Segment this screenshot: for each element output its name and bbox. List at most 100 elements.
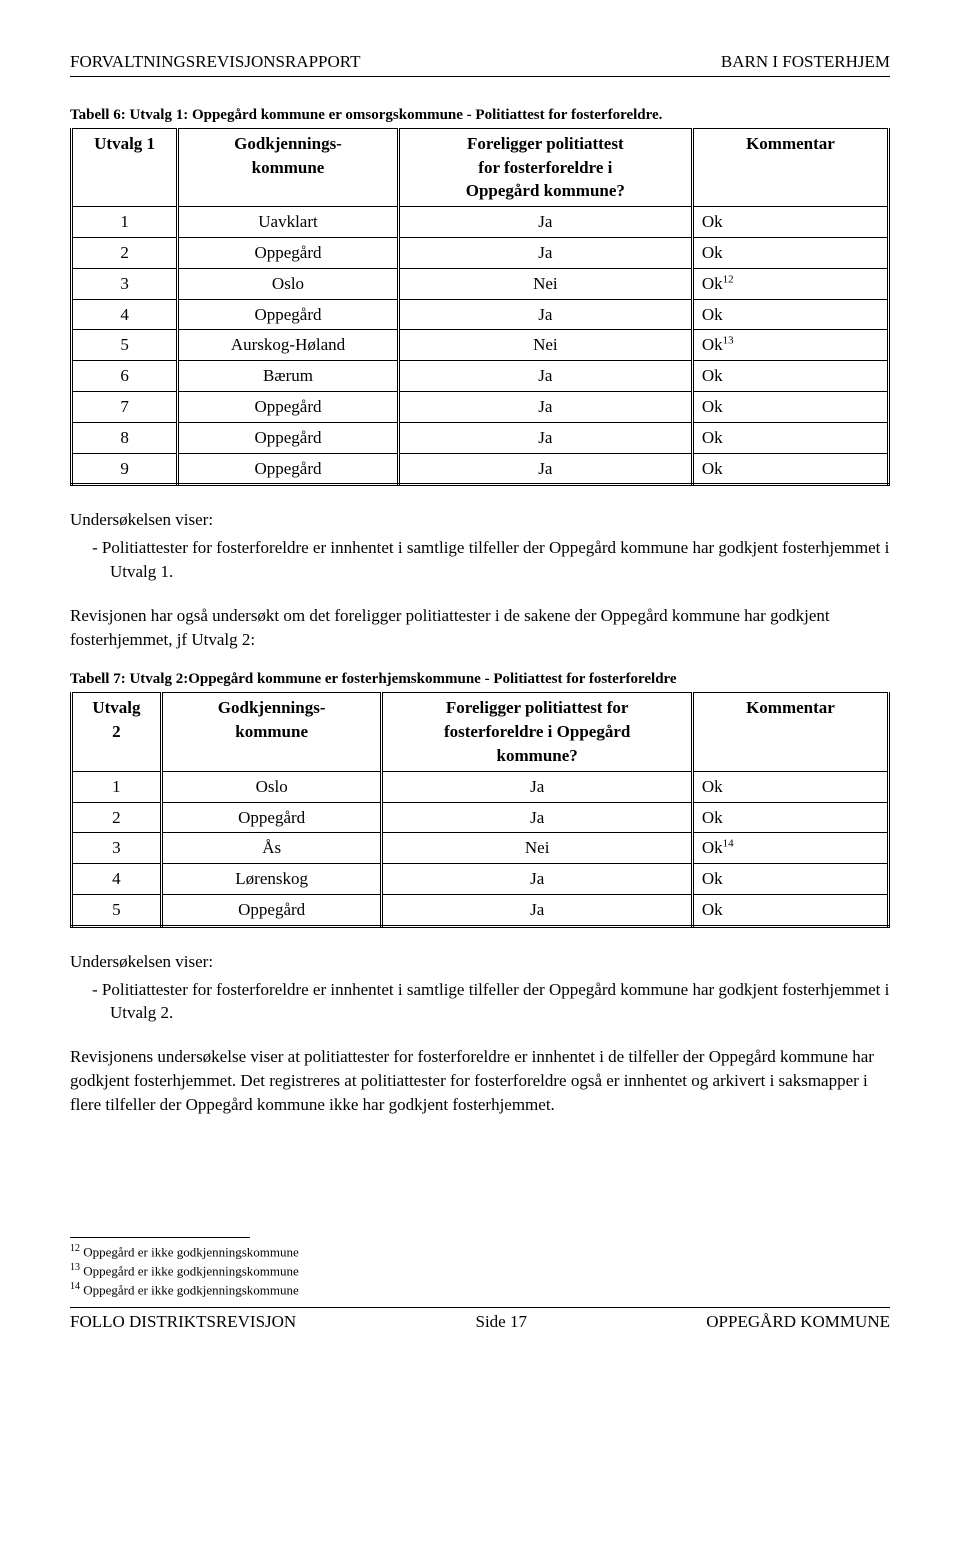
table-row: 1OsloJaOk bbox=[72, 771, 889, 802]
cell-index: 2 bbox=[72, 237, 178, 268]
cell-kommune: Lørenskog bbox=[161, 864, 382, 895]
cell-kommune: Oppegård bbox=[161, 802, 382, 833]
bullet-list-1: Politiattester for fosterforeldre er inn… bbox=[70, 536, 890, 584]
cell-kommune: Bærum bbox=[178, 361, 399, 392]
footnote-ref: 14 bbox=[723, 838, 734, 850]
column-header: Godkjennings-kommune bbox=[178, 128, 399, 206]
table-row: 1UavklartJaOk bbox=[72, 207, 889, 238]
table-row: 4OppegårdJaOk bbox=[72, 299, 889, 330]
table-row: 5Aurskog-HølandNeiOk13 bbox=[72, 330, 889, 361]
footnote-ref: 12 bbox=[723, 273, 734, 285]
cell-kommentar: Ok bbox=[692, 207, 888, 238]
footer-left: FOLLO DISTRIKTSREVISJON bbox=[70, 1310, 296, 1334]
cell-politiattest: Ja bbox=[398, 237, 692, 268]
cell-kommune: Oppegård bbox=[178, 422, 399, 453]
table7-caption: Tabell 7: Utvalg 2:Oppegård kommune er f… bbox=[70, 669, 890, 690]
table6-caption: Tabell 6: Utvalg 1: Oppegård kommune er … bbox=[70, 105, 890, 126]
table-row: 2OppegårdJaOk bbox=[72, 802, 889, 833]
cell-kommune: Oslo bbox=[178, 268, 399, 299]
footnote: 13 Oppegård er ikke godkjenningskommune bbox=[70, 1261, 890, 1280]
cell-kommune: Oppegård bbox=[178, 237, 399, 268]
cell-index: 5 bbox=[72, 894, 162, 926]
column-header: Godkjennings-kommune bbox=[161, 693, 382, 771]
cell-kommentar: Ok12 bbox=[692, 268, 888, 299]
cell-politiattest: Ja bbox=[382, 864, 692, 895]
cell-index: 8 bbox=[72, 422, 178, 453]
cell-kommune: Oppegård bbox=[161, 894, 382, 926]
table-row: 5OppegårdJaOk bbox=[72, 894, 889, 926]
footnote: 12 Oppegård er ikke godkjenningskommune bbox=[70, 1242, 890, 1261]
table-row: 9OppegårdJaOk bbox=[72, 453, 889, 485]
footnote-text: Oppegård er ikke godkjenningskommune bbox=[80, 1282, 299, 1297]
column-header: Kommentar bbox=[692, 693, 888, 771]
table-row: 3OsloNeiOk12 bbox=[72, 268, 889, 299]
table-row: 3ÅsNeiOk14 bbox=[72, 833, 889, 864]
cell-kommune: Oppegård bbox=[178, 299, 399, 330]
bullet1: Politiattester for fosterforeldre er inn… bbox=[110, 536, 890, 584]
cell-kommentar: Ok bbox=[692, 864, 888, 895]
cell-politiattest: Ja bbox=[382, 894, 692, 926]
cell-politiattest: Ja bbox=[382, 802, 692, 833]
cell-politiattest: Ja bbox=[398, 207, 692, 238]
cell-kommune: Oppegård bbox=[178, 453, 399, 485]
footnote-number: 14 bbox=[70, 1281, 80, 1292]
cell-kommentar: Ok bbox=[692, 453, 888, 485]
cell-politiattest: Ja bbox=[398, 299, 692, 330]
footnote-number: 13 bbox=[70, 1262, 80, 1273]
footer-right: OPPEGÅRD KOMMUNE bbox=[706, 1310, 890, 1334]
intro2: Undersøkelsen viser: bbox=[70, 950, 890, 974]
cell-politiattest: Ja bbox=[398, 453, 692, 485]
cell-index: 7 bbox=[72, 391, 178, 422]
table-row: 2OppegårdJaOk bbox=[72, 237, 889, 268]
column-header: Utvalg2 bbox=[72, 693, 162, 771]
cell-kommune: Uavklart bbox=[178, 207, 399, 238]
bullet-list-2: Politiattester for fosterforeldre er inn… bbox=[70, 978, 890, 1026]
para2: Revisjonens undersøkelse viser at politi… bbox=[70, 1045, 890, 1116]
cell-politiattest: Ja bbox=[398, 361, 692, 392]
table-row: 4LørenskogJaOk bbox=[72, 864, 889, 895]
cell-kommune: Oppegård bbox=[178, 391, 399, 422]
cell-index: 2 bbox=[72, 802, 162, 833]
footer-center: Side 17 bbox=[476, 1310, 527, 1334]
footnote-number: 12 bbox=[70, 1243, 80, 1254]
header-right: BARN I FOSTERHJEM bbox=[721, 50, 890, 74]
footnote-text: Oppegård er ikke godkjenningskommune bbox=[80, 1244, 299, 1259]
cell-kommentar: Ok bbox=[692, 391, 888, 422]
table6: Utvalg 1Godkjennings-kommuneForeligger p… bbox=[70, 128, 890, 487]
cell-politiattest: Ja bbox=[398, 422, 692, 453]
cell-kommentar: Ok bbox=[692, 802, 888, 833]
page-footer: FOLLO DISTRIKTSREVISJON Side 17 OPPEGÅRD… bbox=[70, 1308, 890, 1334]
header-left: FORVALTNINGSREVISJONSRAPPORT bbox=[70, 50, 360, 74]
cell-kommentar: Ok bbox=[692, 361, 888, 392]
table-row: 6BærumJaOk bbox=[72, 361, 889, 392]
footnote-text: Oppegård er ikke godkjenningskommune bbox=[80, 1263, 299, 1278]
cell-index: 4 bbox=[72, 864, 162, 895]
cell-kommentar: Ok13 bbox=[692, 330, 888, 361]
cell-index: 6 bbox=[72, 361, 178, 392]
cell-index: 1 bbox=[72, 771, 162, 802]
cell-index: 5 bbox=[72, 330, 178, 361]
cell-kommune: Oslo bbox=[161, 771, 382, 802]
table7: Utvalg2Godkjennings-kommuneForeligger po… bbox=[70, 692, 890, 927]
cell-politiattest: Nei bbox=[382, 833, 692, 864]
footnote-ref: 13 bbox=[723, 335, 734, 347]
column-header: Foreligger politiattest forfosterforeldr… bbox=[382, 693, 692, 771]
para1: Revisjonen har også undersøkt om det for… bbox=[70, 604, 890, 652]
cell-kommentar: Ok bbox=[692, 894, 888, 926]
footnote: 14 Oppegård er ikke godkjenningskommune bbox=[70, 1280, 890, 1299]
cell-politiattest: Ja bbox=[382, 771, 692, 802]
footnotes: 12 Oppegård er ikke godkjenningskommune1… bbox=[70, 1242, 890, 1300]
cell-politiattest: Nei bbox=[398, 268, 692, 299]
bullet2: Politiattester for fosterforeldre er inn… bbox=[110, 978, 890, 1026]
table-row: 8OppegårdJaOk bbox=[72, 422, 889, 453]
column-header: Foreligger politiattestfor fosterforeldr… bbox=[398, 128, 692, 206]
cell-index: 1 bbox=[72, 207, 178, 238]
page-header: FORVALTNINGSREVISJONSRAPPORT BARN I FOST… bbox=[70, 50, 890, 77]
cell-kommentar: Ok bbox=[692, 299, 888, 330]
cell-index: 9 bbox=[72, 453, 178, 485]
column-header: Kommentar bbox=[692, 128, 888, 206]
cell-index: 3 bbox=[72, 268, 178, 299]
cell-index: 3 bbox=[72, 833, 162, 864]
cell-kommentar: Ok bbox=[692, 771, 888, 802]
intro1: Undersøkelsen viser: bbox=[70, 508, 890, 532]
